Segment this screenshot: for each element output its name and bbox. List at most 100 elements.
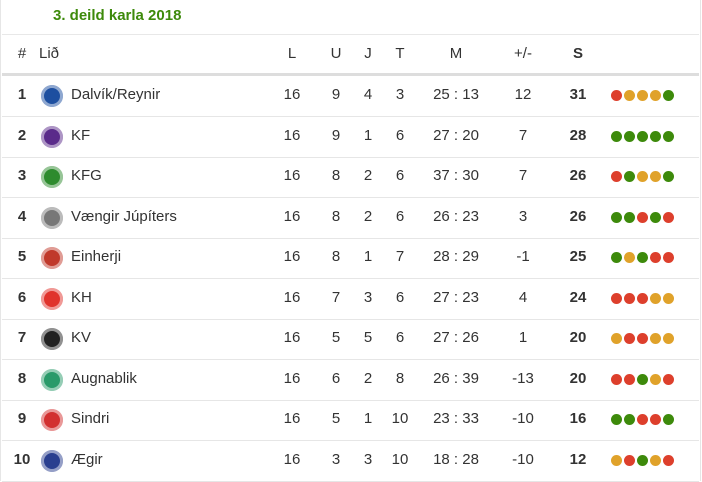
cell-pos: 9 xyxy=(17,410,27,427)
team-name[interactable]: KV xyxy=(71,329,92,346)
form-win-dot xyxy=(650,211,661,223)
form-draw-dot xyxy=(663,292,674,304)
team-logo-icon xyxy=(41,85,63,107)
table-row[interactable]: 7 16 5 5 6 27 : 26 1 20 KV xyxy=(2,319,699,360)
team-name[interactable]: KF xyxy=(71,126,91,144)
cell-goals: 23 : 33 xyxy=(433,410,479,427)
table-row[interactable]: 4 16 8 2 6 26 : 23 3 26 Vængir Júpíters xyxy=(2,198,699,239)
header-team: Lið xyxy=(39,45,60,62)
team-name[interactable]: Einherji xyxy=(71,248,122,265)
cell-goals: 26 : 39 xyxy=(433,369,479,387)
cell-goals: 27 : 26 xyxy=(433,329,479,346)
form-guide xyxy=(611,211,674,223)
cell-drawn: 5 xyxy=(363,329,373,346)
cell-points: 20 xyxy=(569,369,587,387)
cell-goals: 28 : 29 xyxy=(433,248,479,265)
table-row[interactable]: 2 16 9 1 6 27 : 20 7 28 KF xyxy=(2,117,699,158)
cell-drawn: 2 xyxy=(363,167,373,184)
cell-lost: 6 xyxy=(395,329,405,346)
team-name[interactable]: KH xyxy=(71,288,92,306)
form-draw-dot xyxy=(650,454,661,466)
cell-goals: 37 : 30 xyxy=(433,167,479,184)
team-logo-icon xyxy=(41,449,63,472)
header-points: S xyxy=(572,45,584,62)
cell-lost: 6 xyxy=(395,288,405,306)
form-loss-dot xyxy=(624,292,635,304)
header-won: U xyxy=(330,45,342,62)
form-loss-dot xyxy=(663,252,674,263)
form-win-dot xyxy=(663,171,674,182)
team-name[interactable]: Vængir Júpíters xyxy=(71,207,177,225)
form-draw-dot xyxy=(611,333,622,344)
form-guide xyxy=(611,373,674,385)
table-row[interactable]: 6 16 7 3 6 27 : 23 4 24 KH xyxy=(2,279,699,320)
table-row[interactable]: 3 16 8 2 6 37 : 30 7 26 KFG xyxy=(2,157,699,198)
form-loss-dot xyxy=(611,373,622,385)
cell-goals: 18 : 28 xyxy=(433,450,479,468)
cell-played: 16 xyxy=(283,126,301,144)
cell-won: 9 xyxy=(331,126,341,144)
table-row[interactable]: 9 16 5 1 10 23 : 33 -10 16 Sindri xyxy=(2,400,699,441)
cell-played: 16 xyxy=(283,329,301,346)
form-win-dot xyxy=(624,414,635,425)
header-goals: M xyxy=(449,45,463,62)
cell-lost: 3 xyxy=(395,86,405,103)
team-logo-icon xyxy=(41,166,63,188)
team-name[interactable]: Ægir xyxy=(71,450,103,468)
cell-drawn: 1 xyxy=(363,248,373,265)
cell-goals: 25 : 13 xyxy=(433,86,479,103)
cell-pos: 2 xyxy=(17,126,27,144)
cell-drawn: 1 xyxy=(363,126,373,144)
cell-drawn: 2 xyxy=(363,369,373,387)
form-win-dot xyxy=(637,373,648,385)
league-title: 3. deild karla 2018 xyxy=(53,7,182,24)
table-row[interactable]: 8 16 6 2 8 26 : 39 -13 20 Augnablik xyxy=(2,360,699,401)
team-name[interactable]: Sindri xyxy=(71,410,110,427)
form-draw-dot xyxy=(637,90,648,101)
form-guide xyxy=(611,333,674,344)
cell-pos: 1 xyxy=(17,86,27,103)
form-win-dot xyxy=(611,130,622,142)
cell-goals: 26 : 23 xyxy=(433,207,479,225)
cell-won: 8 xyxy=(331,207,341,225)
cell-won: 9 xyxy=(331,86,341,103)
cell-goals: 27 : 20 xyxy=(433,126,479,144)
form-win-dot xyxy=(663,414,674,425)
team-name[interactable]: KFG xyxy=(71,167,102,184)
form-loss-dot xyxy=(637,414,648,425)
form-win-dot xyxy=(611,252,622,263)
form-loss-dot xyxy=(611,90,622,101)
cell-won: 7 xyxy=(331,288,341,306)
cell-drawn: 4 xyxy=(363,86,373,103)
form-draw-dot xyxy=(650,373,661,385)
form-guide xyxy=(611,130,674,142)
form-loss-dot xyxy=(663,373,674,385)
cell-played: 16 xyxy=(283,167,301,184)
team-name[interactable]: Dalvík/Reynir xyxy=(71,86,161,103)
cell-pos: 3 xyxy=(17,167,27,184)
cell-drawn: 3 xyxy=(363,450,373,468)
form-win-dot xyxy=(624,171,635,182)
table-row[interactable]: 10 16 3 3 10 18 : 28 -10 12 Ægir xyxy=(2,441,699,482)
cell-won: 8 xyxy=(331,248,341,265)
form-loss-dot xyxy=(611,171,622,182)
cell-diff: -10 xyxy=(512,410,534,427)
cell-diff: 4 xyxy=(518,288,528,306)
cell-won: 5 xyxy=(331,329,341,346)
table-row[interactable]: 5 16 8 1 7 28 : 29 -1 25 Einherji xyxy=(2,238,699,279)
form-draw-dot xyxy=(611,454,622,466)
team-logo-icon xyxy=(41,125,63,148)
team-name[interactable]: Augnablik xyxy=(71,369,137,387)
cell-won: 6 xyxy=(331,369,341,387)
form-loss-dot xyxy=(624,373,635,385)
cell-points: 26 xyxy=(569,207,587,225)
form-loss-dot xyxy=(611,292,622,304)
form-win-dot xyxy=(637,252,648,263)
form-win-dot xyxy=(624,130,635,142)
table-row[interactable]: 1 16 9 4 3 25 : 13 12 31 Dalvík/Reynir xyxy=(2,76,699,117)
cell-played: 16 xyxy=(283,288,301,306)
form-loss-dot xyxy=(637,333,648,344)
cell-pos: 6 xyxy=(17,288,27,306)
form-win-dot xyxy=(663,130,674,142)
cell-lost: 6 xyxy=(395,207,405,225)
